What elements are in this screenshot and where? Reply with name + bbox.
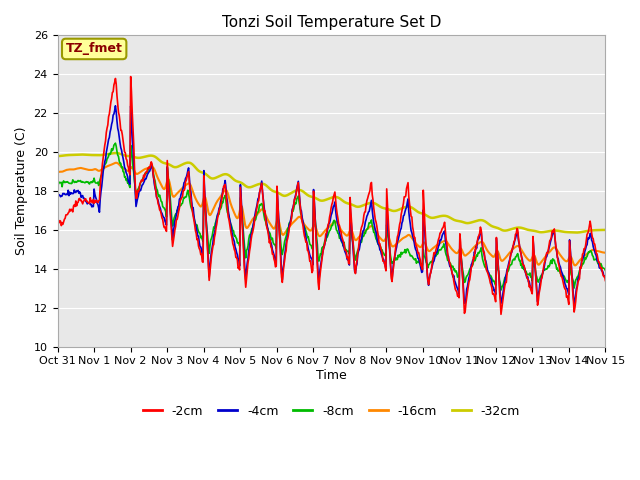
Text: TZ_fmet: TZ_fmet xyxy=(66,42,123,56)
Title: Tonzi Soil Temperature Set D: Tonzi Soil Temperature Set D xyxy=(222,15,441,30)
Legend: -2cm, -4cm, -8cm, -16cm, -32cm: -2cm, -4cm, -8cm, -16cm, -32cm xyxy=(138,400,525,423)
X-axis label: Time: Time xyxy=(316,369,347,382)
Y-axis label: Soil Temperature (C): Soil Temperature (C) xyxy=(15,127,28,255)
